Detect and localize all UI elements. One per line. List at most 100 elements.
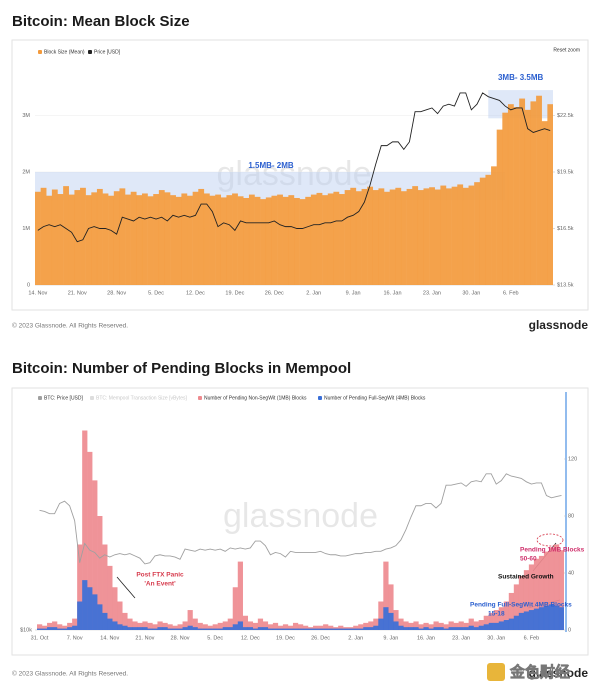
legend-label[interactable]: Block Size (Mean) (44, 49, 85, 55)
bar (51, 189, 58, 285)
bar (448, 621, 454, 630)
bar (192, 618, 198, 630)
bar (142, 621, 148, 630)
legend-label[interactable]: Number of Pending Full-SegWit (4MB) Bloc… (324, 395, 426, 401)
bar (438, 622, 444, 630)
bar (292, 628, 299, 630)
x-tick-label: 12. Dec (186, 290, 205, 296)
bar (77, 601, 83, 630)
bar (181, 193, 188, 285)
bar (141, 193, 148, 285)
bar (108, 195, 115, 285)
bar (67, 622, 73, 630)
bar (74, 190, 81, 285)
bar (403, 621, 409, 630)
bar (310, 194, 317, 285)
bar (408, 627, 414, 630)
legend-marker[interactable] (38, 50, 42, 54)
band-label: 1.5MB- 2MB (248, 161, 294, 170)
bar (389, 189, 396, 285)
bar (343, 628, 349, 630)
bar (299, 199, 306, 285)
bar (177, 624, 183, 630)
bar (158, 190, 165, 285)
bar (170, 195, 176, 285)
bar (152, 628, 158, 630)
y2-tick-label: $22.5k (557, 113, 574, 119)
x-tick-label: 19. Dec (276, 635, 295, 641)
bar (112, 621, 118, 630)
bar (162, 622, 168, 630)
bar (528, 610, 535, 630)
bar (136, 195, 143, 285)
bar (473, 621, 479, 630)
legend-label[interactable]: Price [USD] (94, 49, 121, 55)
bar (498, 607, 504, 630)
bar (57, 628, 63, 630)
bar (237, 561, 243, 630)
reset-zoom[interactable]: Reset zoom (553, 47, 580, 53)
legend-marker[interactable] (318, 396, 322, 400)
logo-badge (487, 663, 505, 681)
bar (453, 622, 459, 630)
bar (177, 628, 183, 630)
bar (271, 195, 278, 285)
legend-marker[interactable] (198, 396, 202, 400)
bar (91, 192, 98, 285)
legend-marker[interactable] (88, 50, 92, 54)
bar (485, 174, 492, 285)
x-tick-label: 9. Jan (383, 635, 398, 641)
bar (262, 621, 269, 630)
legend-label[interactable]: BTC: Mempool Transaction Size [vBytes] (96, 395, 187, 401)
bar (147, 628, 153, 630)
bar (448, 627, 454, 630)
bar (212, 624, 218, 630)
legend-label[interactable]: BTC: Price [USD] (44, 395, 84, 401)
x-tick-label: 6. Feb (503, 290, 519, 296)
bar (513, 584, 520, 630)
bar (423, 627, 429, 630)
bar (350, 187, 357, 285)
bar (403, 627, 409, 630)
bar (323, 628, 329, 630)
brand: glassnode (529, 666, 589, 680)
bar (338, 625, 344, 630)
bar (80, 187, 86, 285)
annotation-arrow (116, 576, 136, 599)
y2-tick-label: 120 (568, 456, 577, 462)
bar (363, 627, 369, 630)
bar (197, 622, 203, 630)
bar (339, 194, 345, 285)
bar (400, 191, 407, 285)
bar (483, 615, 489, 630)
bar (412, 186, 419, 285)
x-tick-label: 21. Nov (135, 635, 154, 641)
legend-marker[interactable] (90, 396, 94, 400)
x-tick-label: 2. Jan (348, 635, 363, 641)
bar (226, 195, 233, 285)
bar (548, 547, 555, 630)
legend-label[interactable]: Number of Pending Non-SegWit (1MB) Block… (204, 395, 307, 401)
legend-marker[interactable] (38, 396, 42, 400)
bar (282, 628, 289, 630)
bar (117, 624, 123, 630)
y-tick-label: 2M (22, 169, 30, 175)
bar (203, 193, 210, 285)
bar (543, 551, 550, 630)
watermark: glassnode (216, 155, 371, 193)
bar (355, 191, 362, 285)
bar (187, 625, 193, 630)
bar (473, 627, 479, 630)
bar (92, 594, 98, 630)
x-tick-label: 6. Feb (524, 635, 540, 641)
overlay-logo: 金色财经 (509, 663, 570, 681)
bar (507, 104, 514, 285)
bar (518, 575, 525, 630)
bar (242, 615, 248, 630)
chart-title: Bitcoin: Number of Pending Blocks in Mem… (12, 360, 351, 377)
bar (102, 193, 109, 285)
bar (182, 627, 188, 630)
x-tick-label: 30. Jan (462, 290, 480, 296)
x-tick-label: 14. Nov (28, 290, 47, 296)
